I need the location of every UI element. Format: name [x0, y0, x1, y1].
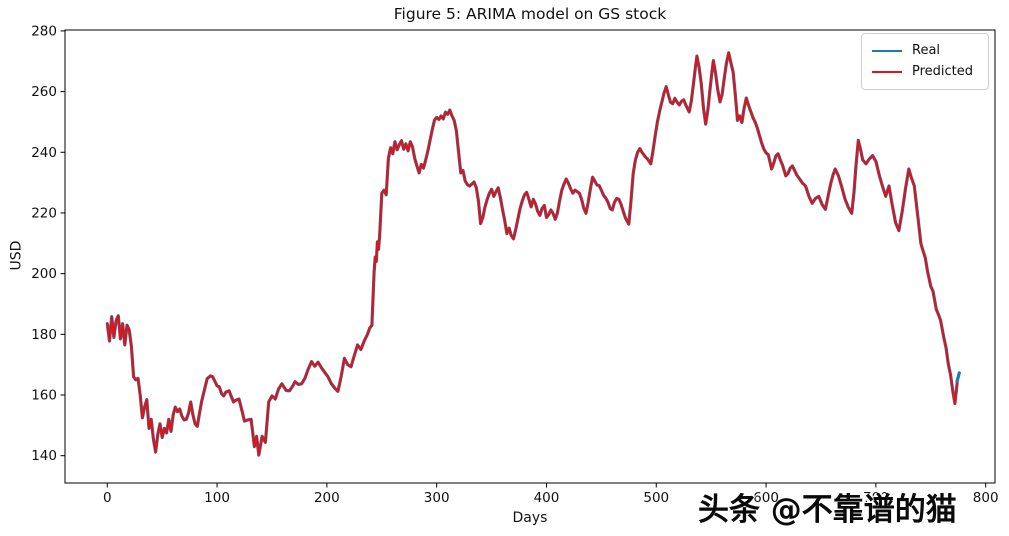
y-tick-label: 180 — [31, 327, 57, 343]
y-tick-label: 200 — [31, 266, 57, 282]
x-tick-label: 600 — [753, 490, 779, 506]
legend-item-predicted: Predicted — [872, 61, 978, 82]
predicted-line-swatch — [872, 70, 902, 73]
legend-box: Real Predicted — [861, 33, 989, 90]
legend-item-real: Real — [872, 40, 978, 61]
predicted-line — [106, 51, 959, 457]
x-tick-label: 800 — [973, 490, 999, 506]
real-line — [105, 51, 961, 457]
y-tick-label: 160 — [31, 388, 57, 404]
y-tick-label: 240 — [31, 145, 57, 161]
x-tick-label: 200 — [314, 490, 340, 506]
x-tick-label: 400 — [534, 490, 560, 506]
x-tick-label: 300 — [424, 490, 450, 506]
watermark-text: 头条 @不靠谱的猫 — [698, 492, 957, 528]
x-tick-label: 500 — [643, 490, 669, 506]
legend-label-predicted: Predicted — [912, 64, 974, 79]
x-tick-label: 0 — [103, 490, 112, 506]
x-tick-label: 700 — [863, 490, 889, 506]
figure-title: Figure 5: ARIMA model on GS stock — [393, 5, 667, 23]
y-tick-label: 260 — [31, 84, 57, 100]
y-tick-label: 140 — [31, 448, 57, 464]
y-tick-label: 220 — [31, 205, 57, 221]
x-tick-label: 100 — [204, 490, 230, 506]
real-line-swatch — [872, 49, 902, 52]
y-tick-label: 280 — [31, 23, 57, 39]
legend-label-real: Real — [912, 43, 941, 58]
axes-frame — [64, 29, 996, 484]
x-axis-label: Days — [512, 510, 548, 526]
